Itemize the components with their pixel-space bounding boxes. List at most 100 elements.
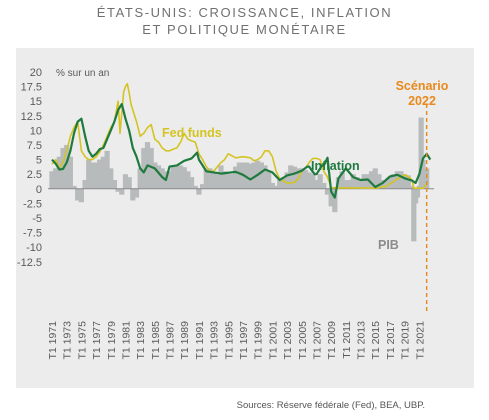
gdp-bar [280,177,287,189]
x-tick-label: T1 1985 [150,321,162,360]
gdp-bar [71,185,77,189]
gdp-bar [343,180,349,189]
gdp-bar [405,175,411,189]
gdp-bar [133,188,140,198]
gdp-bar [233,166,239,189]
gdp-bar [49,171,55,189]
gdp-bar [222,171,228,189]
x-tick-label: T1 2007 [311,321,323,360]
gdp-bar [207,168,213,189]
gdp-bar [211,172,217,189]
gdp-bar [346,180,353,189]
gdp-bar [361,174,367,189]
gdp-bar [321,182,327,189]
y-tick-label: 5 [36,155,42,167]
x-tick-label: T1 2009 [326,321,338,360]
y-tick-label: 17.5 [21,82,42,94]
gdp-bar [376,174,382,189]
gdp-bar [328,188,334,207]
gdp-bar [75,188,81,201]
gdp-bar [247,163,253,189]
gdp-bar [402,174,408,189]
chart-svg: 20 17.5 15 12.5 10 7.5 5 2.5 0 -2.5 -5 -7.5 -10 -12.5… [17,67,449,360]
gdp-bar [244,162,250,189]
gdp-bar [251,162,257,189]
gdp-bar [317,174,323,189]
y-tick-label: -10 [26,242,42,254]
y-tick-label: 15 [30,96,42,108]
x-tick-label: T1 2015 [370,321,382,360]
x-tick-label: T1 1991 [194,321,206,360]
gdp-bar [56,156,62,189]
gdp-bar [108,168,114,189]
gdp-bar [236,162,242,189]
gdp-bar [354,177,360,189]
gdp-bar [82,180,88,189]
x-tick-label: T1 1975 [76,321,88,360]
x-tick-label: T1 1979 [106,321,118,360]
gdp-bar [192,185,198,189]
x-tick-label: T1 2021 [414,321,426,360]
gdp-bar [203,168,209,189]
gdp-bar [166,171,173,189]
x-tick-label: T1 1997 [238,321,250,360]
gdp-bar [130,188,136,201]
gdp-bar [115,188,121,192]
gdp-bar [53,168,59,189]
gdp-bar [155,165,162,189]
x-tick-label: T1 1993 [209,321,221,360]
fed-funds-line [51,82,428,189]
gdp-bar [97,159,103,189]
inflation-label: Inflation [311,159,360,173]
x-tick-label: T1 1981 [120,321,132,360]
gdp-bar [100,156,107,189]
x-tick-label: T1 1995 [223,321,235,360]
gdp-bar [196,188,202,195]
gdp-bar [170,165,176,189]
gdp-bar [67,156,73,189]
gdp-bar [277,180,283,189]
x-tick-label: T1 1987 [165,321,177,360]
gdp-bar [181,167,187,189]
x-tick-label: T1 1977 [91,321,103,360]
y-tick-label: 12.5 [21,111,42,123]
gdp-bar [177,165,184,189]
gdp-bar [111,180,118,189]
scenario-year-label: 2022 [408,94,436,108]
gdp-bar [89,162,96,189]
y-tick-label: -2.5 [23,198,42,210]
x-tick-label: T1 1999 [253,321,265,360]
fed-funds-label: Fed funds [162,126,222,140]
gdp-bar [141,147,147,189]
y-tick-label: 10 [30,125,42,137]
x-tick-label: T1 2003 [282,321,294,360]
gdp-bar [350,174,356,189]
gdp-bar [199,184,206,189]
gdp-bar [122,174,129,189]
gdp-bar [284,172,290,189]
gdp-bar [185,171,191,189]
x-tick-label: T1 2011 [341,321,353,359]
gdp-bar [229,174,235,189]
chart-title: ÉTATS-UNIS: CROISSANCE, INFLATION ET POL… [0,4,489,38]
gdp-bar [379,180,386,189]
chart-panel: 20 17.5 15 12.5 10 7.5 5 2.5 0 -2.5 -5 -7.5 -10 -12.5… [16,48,474,388]
gdp-bar [137,168,143,189]
gdp-bar [357,180,364,189]
gdp-bar [383,180,389,189]
inflation-line [51,103,432,199]
gdp-bar [126,177,132,189]
y-axis-label: % sur un an [56,68,109,79]
gdp-bar [365,174,371,189]
gdp-bar [266,171,272,189]
gdp-bar [119,188,125,195]
x-tick-label: T1 2013 [356,321,368,360]
gdp-bar [306,172,312,189]
gdp-bar [188,177,195,189]
gdp-bar [339,171,345,189]
y-tick-label: -5 [32,213,42,225]
gdp-bar [409,185,415,189]
gdp-bar [324,188,331,195]
gdp-bar [291,166,298,189]
gdp-bar [218,165,224,189]
